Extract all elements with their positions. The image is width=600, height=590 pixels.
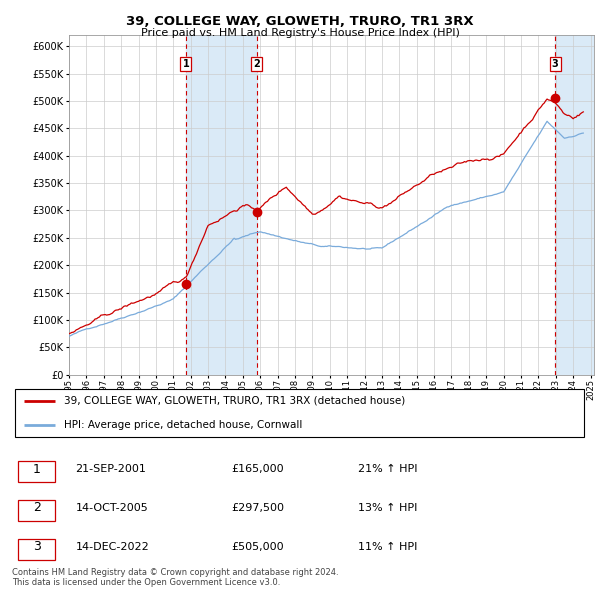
Text: 1: 1 (33, 463, 41, 476)
Bar (186, 35, 257, 375)
Text: £165,000: £165,000 (231, 464, 284, 474)
Text: 3: 3 (33, 540, 41, 553)
Text: £297,500: £297,500 (231, 503, 284, 513)
Text: 2: 2 (253, 59, 260, 69)
Text: £505,000: £505,000 (231, 542, 284, 552)
Text: 13% ↑ HPI: 13% ↑ HPI (358, 503, 417, 513)
Text: 14-DEC-2022: 14-DEC-2022 (76, 542, 149, 552)
Text: 21% ↑ HPI: 21% ↑ HPI (358, 464, 417, 474)
Text: Contains HM Land Registry data © Crown copyright and database right 2024.
This d: Contains HM Land Registry data © Crown c… (12, 568, 338, 587)
FancyBboxPatch shape (18, 539, 55, 560)
Text: 21-SEP-2001: 21-SEP-2001 (76, 464, 146, 474)
Text: 3: 3 (551, 59, 559, 69)
Text: HPI: Average price, detached house, Cornwall: HPI: Average price, detached house, Corn… (64, 420, 302, 430)
FancyBboxPatch shape (15, 389, 584, 437)
Text: 11% ↑ HPI: 11% ↑ HPI (358, 542, 417, 552)
FancyBboxPatch shape (18, 500, 55, 521)
FancyBboxPatch shape (18, 461, 55, 482)
Text: 39, COLLEGE WAY, GLOWETH, TRURO, TR1 3RX (detached house): 39, COLLEGE WAY, GLOWETH, TRURO, TR1 3RX… (64, 396, 405, 406)
Text: 1: 1 (182, 59, 189, 69)
Text: Price paid vs. HM Land Registry's House Price Index (HPI): Price paid vs. HM Land Registry's House … (140, 28, 460, 38)
Text: 39, COLLEGE WAY, GLOWETH, TRURO, TR1 3RX: 39, COLLEGE WAY, GLOWETH, TRURO, TR1 3RX (126, 15, 474, 28)
Text: 14-OCT-2005: 14-OCT-2005 (76, 503, 148, 513)
Text: 2: 2 (33, 502, 41, 514)
Bar (555, 35, 594, 375)
